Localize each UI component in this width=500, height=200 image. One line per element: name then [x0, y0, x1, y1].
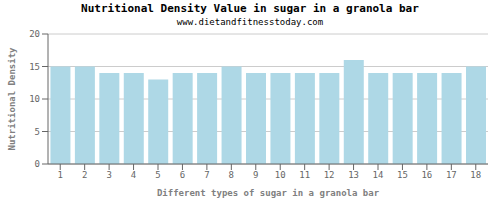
svg-text:18: 18: [470, 170, 481, 180]
svg-text:0: 0: [35, 159, 40, 169]
html-text:www.dietandfitnesstoday.com: www.dietandfitnesstoday.com: [176, 17, 324, 27]
svg-text:5: 5: [155, 170, 160, 180]
svg-text:13: 13: [348, 170, 359, 180]
svg-text:20: 20: [29, 29, 40, 39]
svg-text:1: 1: [58, 170, 63, 180]
svg-text:5: 5: [35, 127, 40, 137]
svg-text:17: 17: [446, 170, 457, 180]
svg-text:Different types of sugar in a: Different types of sugar in a granola ba…: [157, 188, 380, 198]
svg-text:9: 9: [253, 170, 258, 180]
svg-text:8: 8: [229, 170, 234, 180]
svg-text:11: 11: [299, 170, 310, 180]
svg-text:2: 2: [82, 170, 87, 180]
svg-text:10: 10: [29, 94, 40, 104]
svg-text:4: 4: [131, 170, 136, 180]
svg-text:15: 15: [29, 62, 40, 72]
svg-text:12: 12: [324, 170, 335, 180]
svg-text:15: 15: [397, 170, 408, 180]
svg-text:16: 16: [421, 170, 432, 180]
svg-text:6: 6: [180, 170, 185, 180]
svg-text:3: 3: [106, 170, 111, 180]
svg-text:Nutritional Density: Nutritional Density: [8, 47, 17, 151]
svg-text:10: 10: [275, 170, 286, 180]
svg-text:7: 7: [204, 170, 209, 180]
svg-text:14: 14: [373, 170, 384, 180]
html-text:Nutritional Density Value in s: Nutritional Density Value in sugar in a …: [81, 2, 419, 15]
